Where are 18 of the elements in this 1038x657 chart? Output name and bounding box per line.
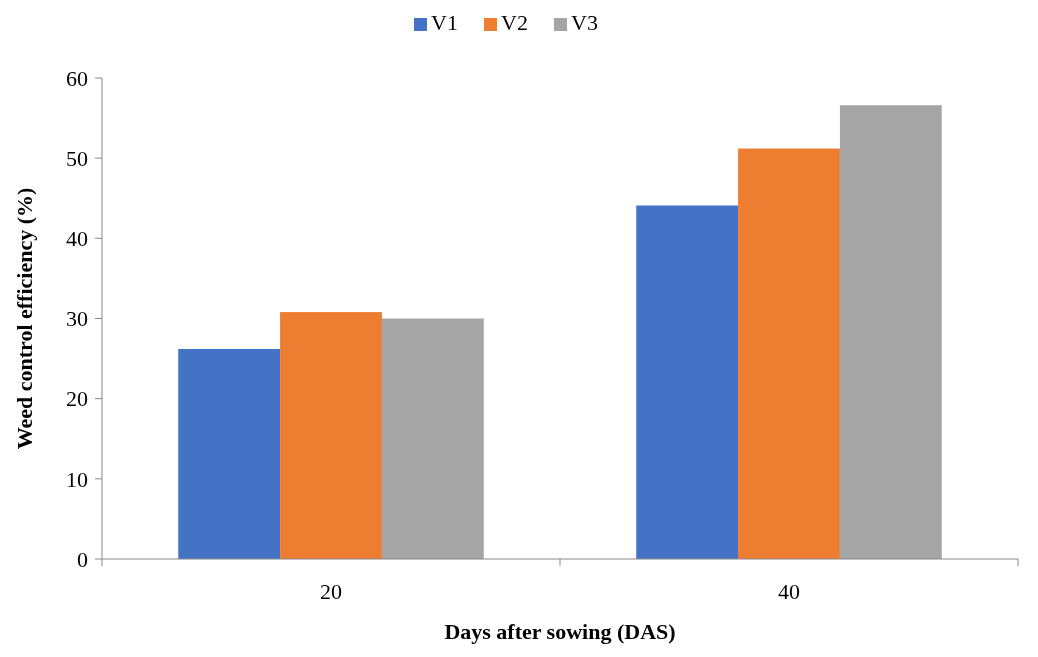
x-axis-title: Days after sowing (DAS)	[444, 619, 676, 644]
bar	[178, 348, 281, 559]
y-tick-label: 50	[66, 145, 88, 171]
bar	[280, 312, 382, 559]
y-tick-label: 30	[66, 306, 88, 332]
y-tick-label: 20	[66, 386, 88, 412]
bar	[839, 105, 942, 559]
y-tick-label: 40	[66, 226, 88, 252]
y-tick-label: 0	[77, 546, 88, 572]
y-tick-label: 60	[66, 65, 88, 91]
legend-label: V1	[431, 10, 458, 35]
bar	[636, 205, 739, 559]
legend-label: V2	[501, 10, 528, 35]
y-tick-label: 10	[66, 466, 88, 492]
bar	[738, 148, 840, 559]
legend-label: V3	[571, 10, 598, 35]
y-axis-title: Weed control efficiency (%)	[12, 187, 37, 450]
bar	[381, 318, 484, 559]
